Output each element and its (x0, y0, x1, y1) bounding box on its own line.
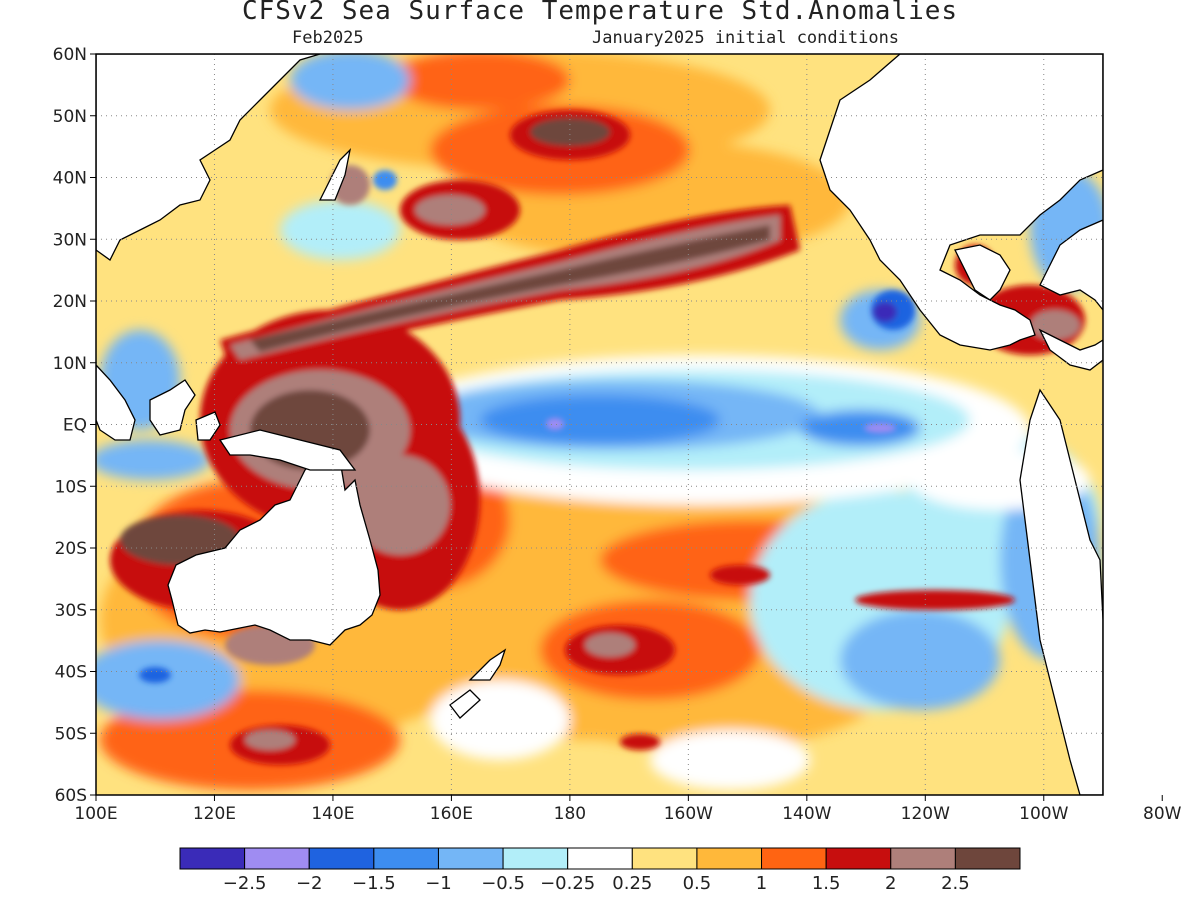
lat-label: 40S (55, 663, 87, 683)
lat-label: 60N (53, 45, 87, 65)
colorbar-label: −2 (296, 873, 323, 894)
colorbar-label: 1.5 (812, 873, 841, 894)
lat-label: 30S (55, 601, 87, 621)
colorbar: −2.5 −2 −1.5 −1 −0.5 −0.25 0.25 0.5 1 1.5 2 2.5 (179, 847, 1021, 894)
lon-label: 80W (1143, 804, 1182, 824)
colorbar-label: −0.5 (481, 873, 525, 894)
coastlines (96, 54, 1103, 795)
colorbar-label: 0.25 (612, 873, 652, 894)
latitude-axis: 60N 50N 40N 30N 20N 10N EQ 10S 20S 30S 40S 50S 60S (53, 45, 96, 806)
colorbar-swatch (954, 847, 1021, 870)
lon-label: 140W (782, 804, 831, 824)
lon-label: 120W (901, 804, 950, 824)
lon-label: 100W (1019, 804, 1068, 824)
lat-label: 60S (55, 786, 87, 806)
colorbar-label: 1 (756, 873, 767, 894)
colorbar-swatch (179, 847, 246, 870)
colorbar-swatch (567, 847, 633, 870)
colorbar-swatch (825, 847, 892, 870)
lat-label: 20N (53, 292, 87, 312)
lat-label: 30N (53, 230, 87, 250)
colorbar-swatch (308, 847, 375, 870)
lat-label: 20S (55, 539, 87, 559)
lon-label: 140E (311, 804, 354, 824)
colorbar-swatch (890, 847, 956, 870)
gridlines (96, 54, 1103, 795)
lat-label: 40N (53, 169, 87, 189)
lon-label: 100E (74, 804, 117, 824)
map-title: CFSv2 Sea Surface Temperature Std.Anomal… (241, 0, 959, 26)
colorbar-swatch (244, 847, 310, 870)
colorbar-label: −2.5 (223, 873, 267, 894)
longitude-axis: 100E 120E 140E 160E 180 160W 140W 120W 100W 80W (74, 795, 1182, 824)
colorbar-swatch (437, 847, 504, 870)
colorbar-swatch (373, 847, 439, 870)
colorbar-swatch (631, 847, 698, 870)
colorbar-label: 2.5 (941, 873, 970, 894)
colorbar-swatch (761, 847, 827, 870)
lon-label: 160W (664, 804, 713, 824)
lat-label: 50S (55, 724, 87, 744)
lon-label: 120E (193, 804, 236, 824)
lon-label: 180 (554, 804, 586, 824)
colorbar-swatch (696, 847, 763, 870)
colorbar-label: 0.5 (683, 873, 712, 894)
lat-label: 10S (55, 477, 87, 497)
colorbar-label: −0.25 (540, 873, 595, 894)
anomaly-field (96, 54, 1103, 795)
lon-label: 160E (430, 804, 473, 824)
lat-label: EQ (63, 416, 87, 436)
colorbar-label: −1 (425, 873, 452, 894)
initial-conditions-label: January2025 initial conditions (592, 28, 900, 48)
colorbar-label: −1.5 (352, 873, 396, 894)
colorbar-label: 2 (885, 873, 896, 894)
lat-label: 50N (53, 107, 87, 127)
forecast-month: Feb2025 (292, 28, 364, 48)
colorbar-swatch (502, 847, 569, 870)
lat-label: 10N (53, 354, 87, 374)
